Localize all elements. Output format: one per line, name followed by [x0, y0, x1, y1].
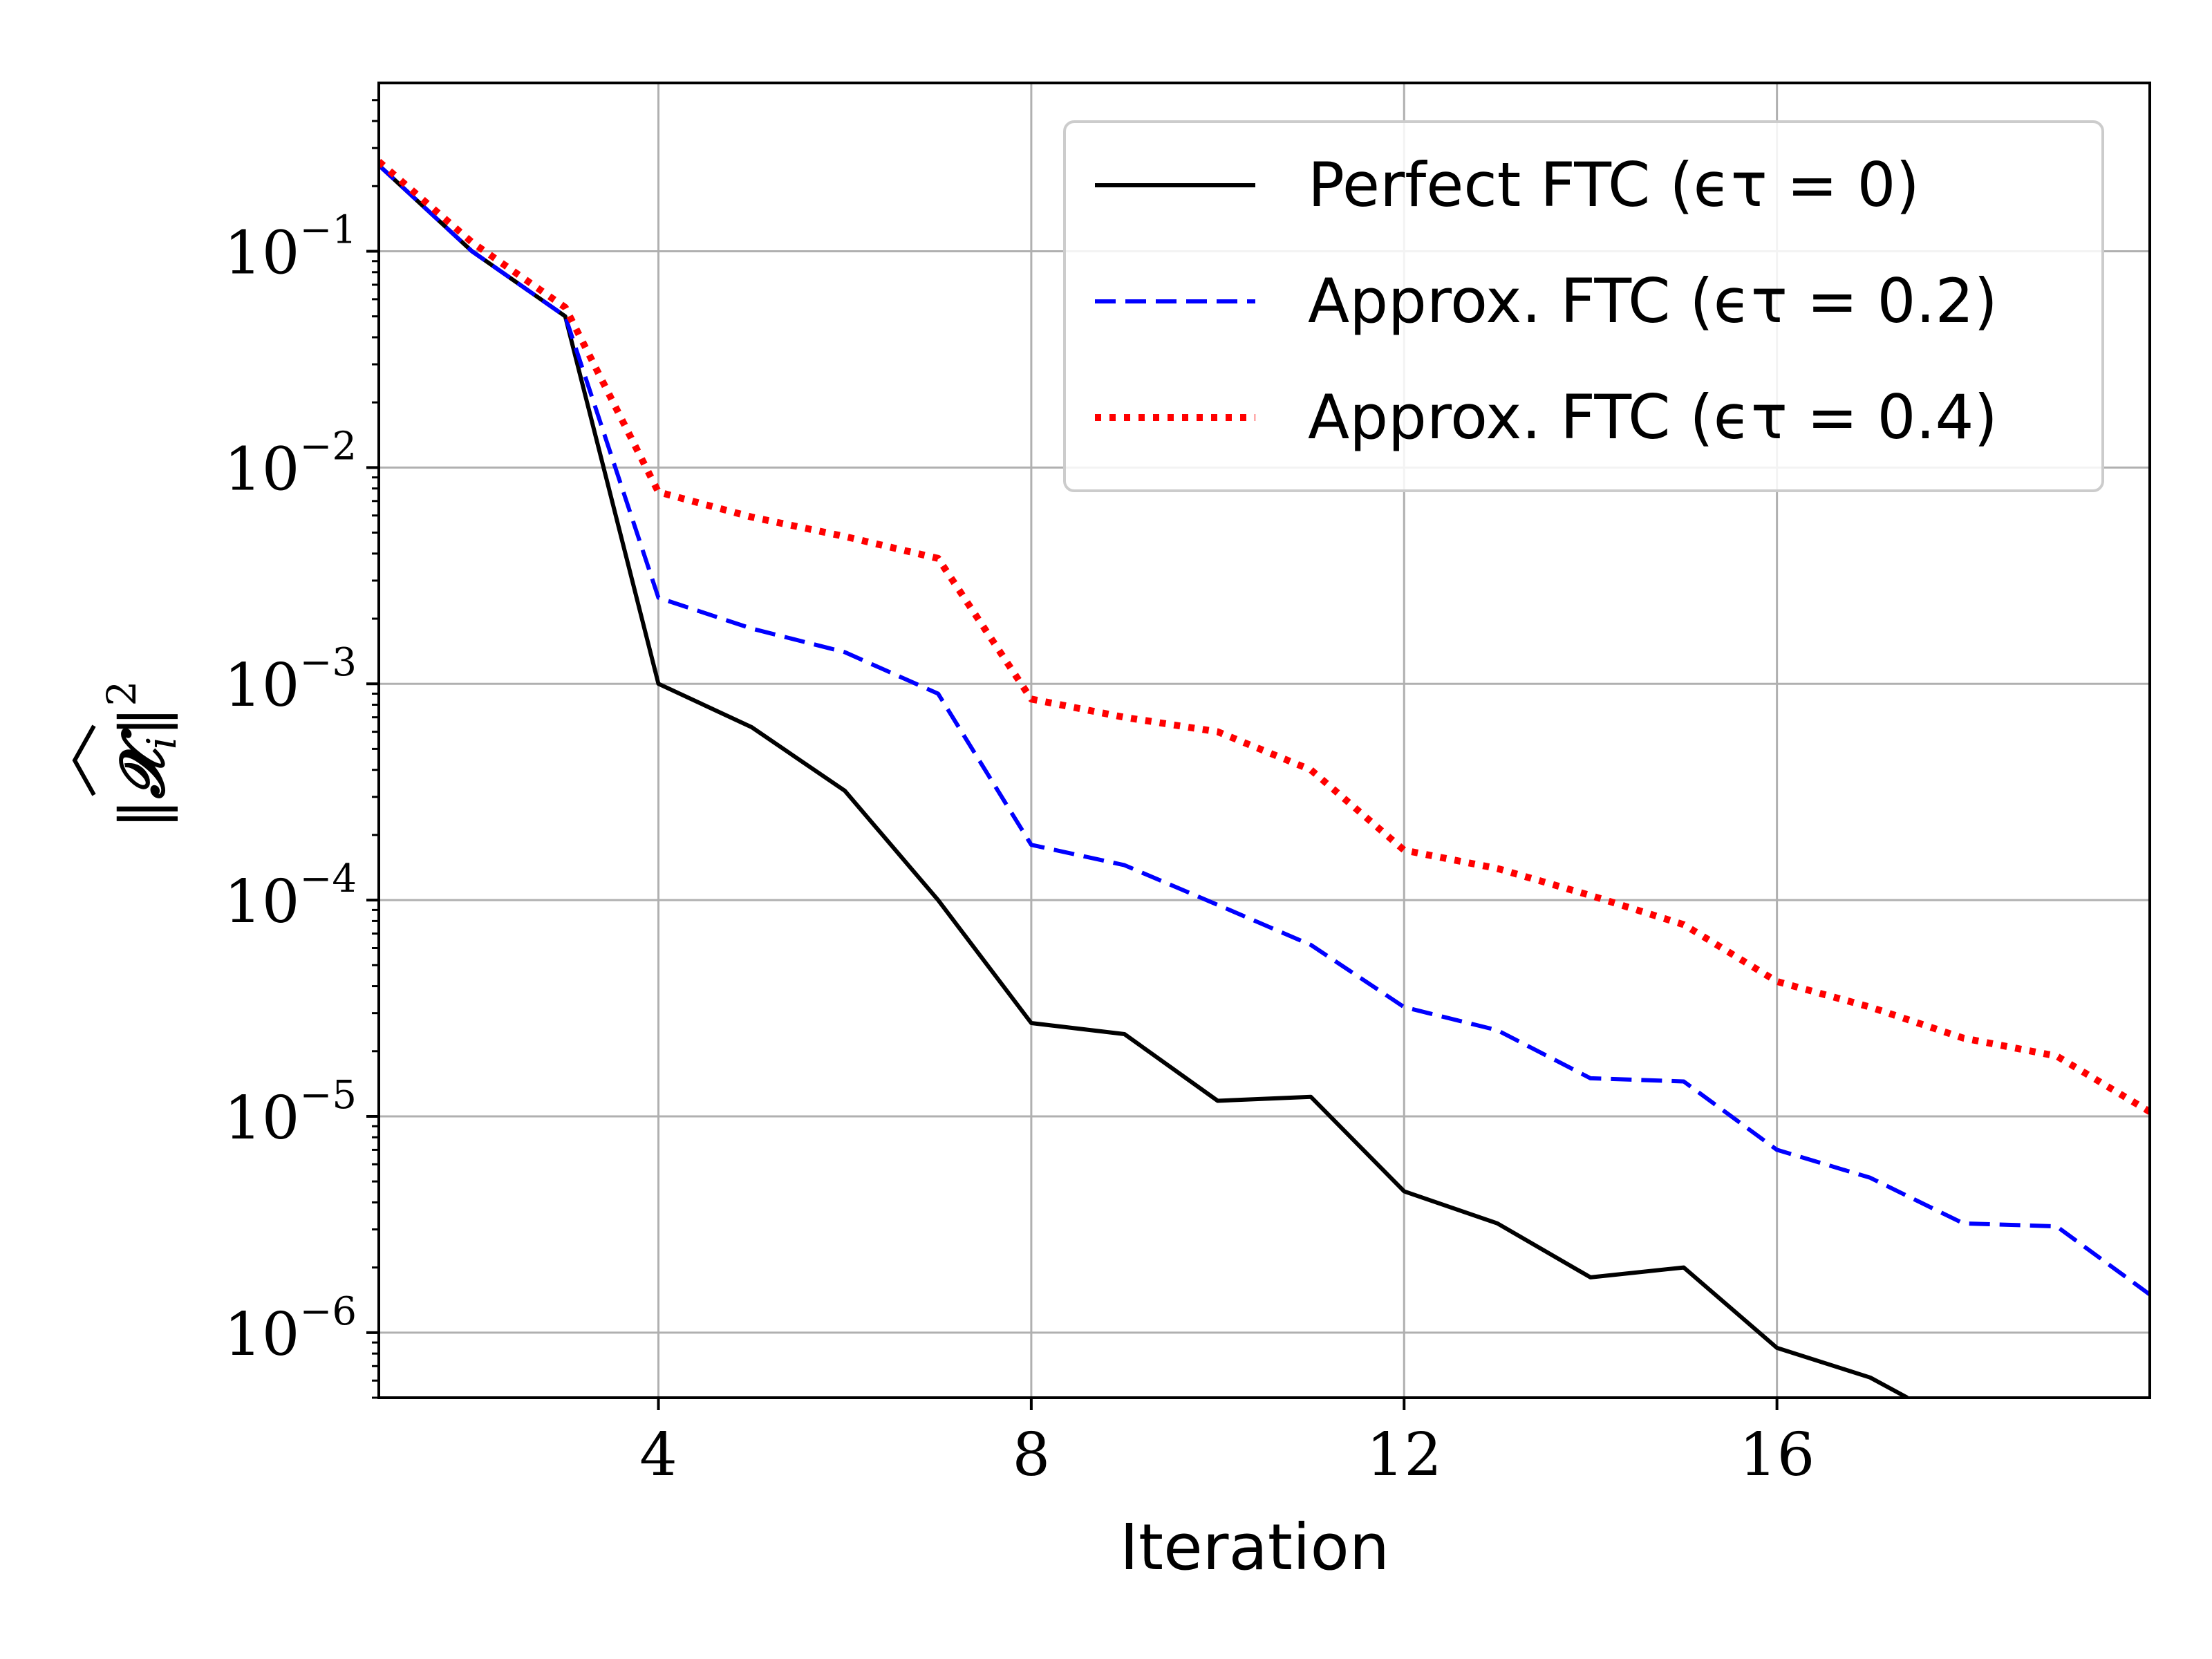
x-tick-label: 4 — [639, 1421, 677, 1490]
major-ticks — [366, 250, 1779, 1410]
y-tick-label: 10−5 — [224, 1073, 357, 1153]
y-tick-label: 10−3 — [224, 640, 357, 720]
y-axis-title: ‖𝓧i‖2 — [72, 681, 185, 830]
y-axis-title-hat — [72, 724, 96, 796]
x-tick-label: 12 — [1367, 1421, 1442, 1490]
legend-label-1: Perfect FTC (ϵτ = 0) — [1308, 149, 1920, 221]
y-axis-title-subscript: i — [138, 737, 185, 750]
y-tick-labels: 10−1 10−2 10−3 10−4 10−5 10−6 — [224, 207, 357, 1369]
series-layer — [379, 158, 2150, 1398]
x-tick-label: 16 — [1739, 1421, 1815, 1490]
x-axis-title: Iteration — [1120, 1510, 1389, 1584]
series-line-1 — [379, 163, 1909, 1398]
y-axis-title-visual: ‖ — [106, 798, 178, 829]
legend: Perfect FTC (ϵτ = 0) Approx. FTC (ϵτ = 0.… — [1063, 120, 2104, 492]
legend-box — [1063, 120, 2104, 492]
y-tick-label: 10−2 — [224, 424, 357, 504]
y-axis-title-text: ‖𝓧i‖2 — [98, 681, 185, 830]
y-tick-label: 10−6 — [224, 1289, 357, 1369]
plot-frame — [377, 82, 2151, 1399]
y-tick-label: 10−4 — [224, 856, 357, 937]
y-tick-label: 10−1 — [224, 207, 357, 288]
legend-label-3: Approx. FTC (ϵτ = 0.4) — [1308, 382, 1998, 453]
x-tick-labels: 4 8 12 16 — [639, 1421, 1815, 1490]
series-line-2 — [379, 163, 2150, 1297]
legend-label-2: Approx. FTC (ϵτ = 0.2) — [1308, 265, 1998, 337]
y-axis-title-norm-close: ‖ — [106, 706, 178, 737]
y-axis-title-power: 2 — [98, 681, 145, 706]
x-tick-label: 8 — [1013, 1421, 1051, 1490]
